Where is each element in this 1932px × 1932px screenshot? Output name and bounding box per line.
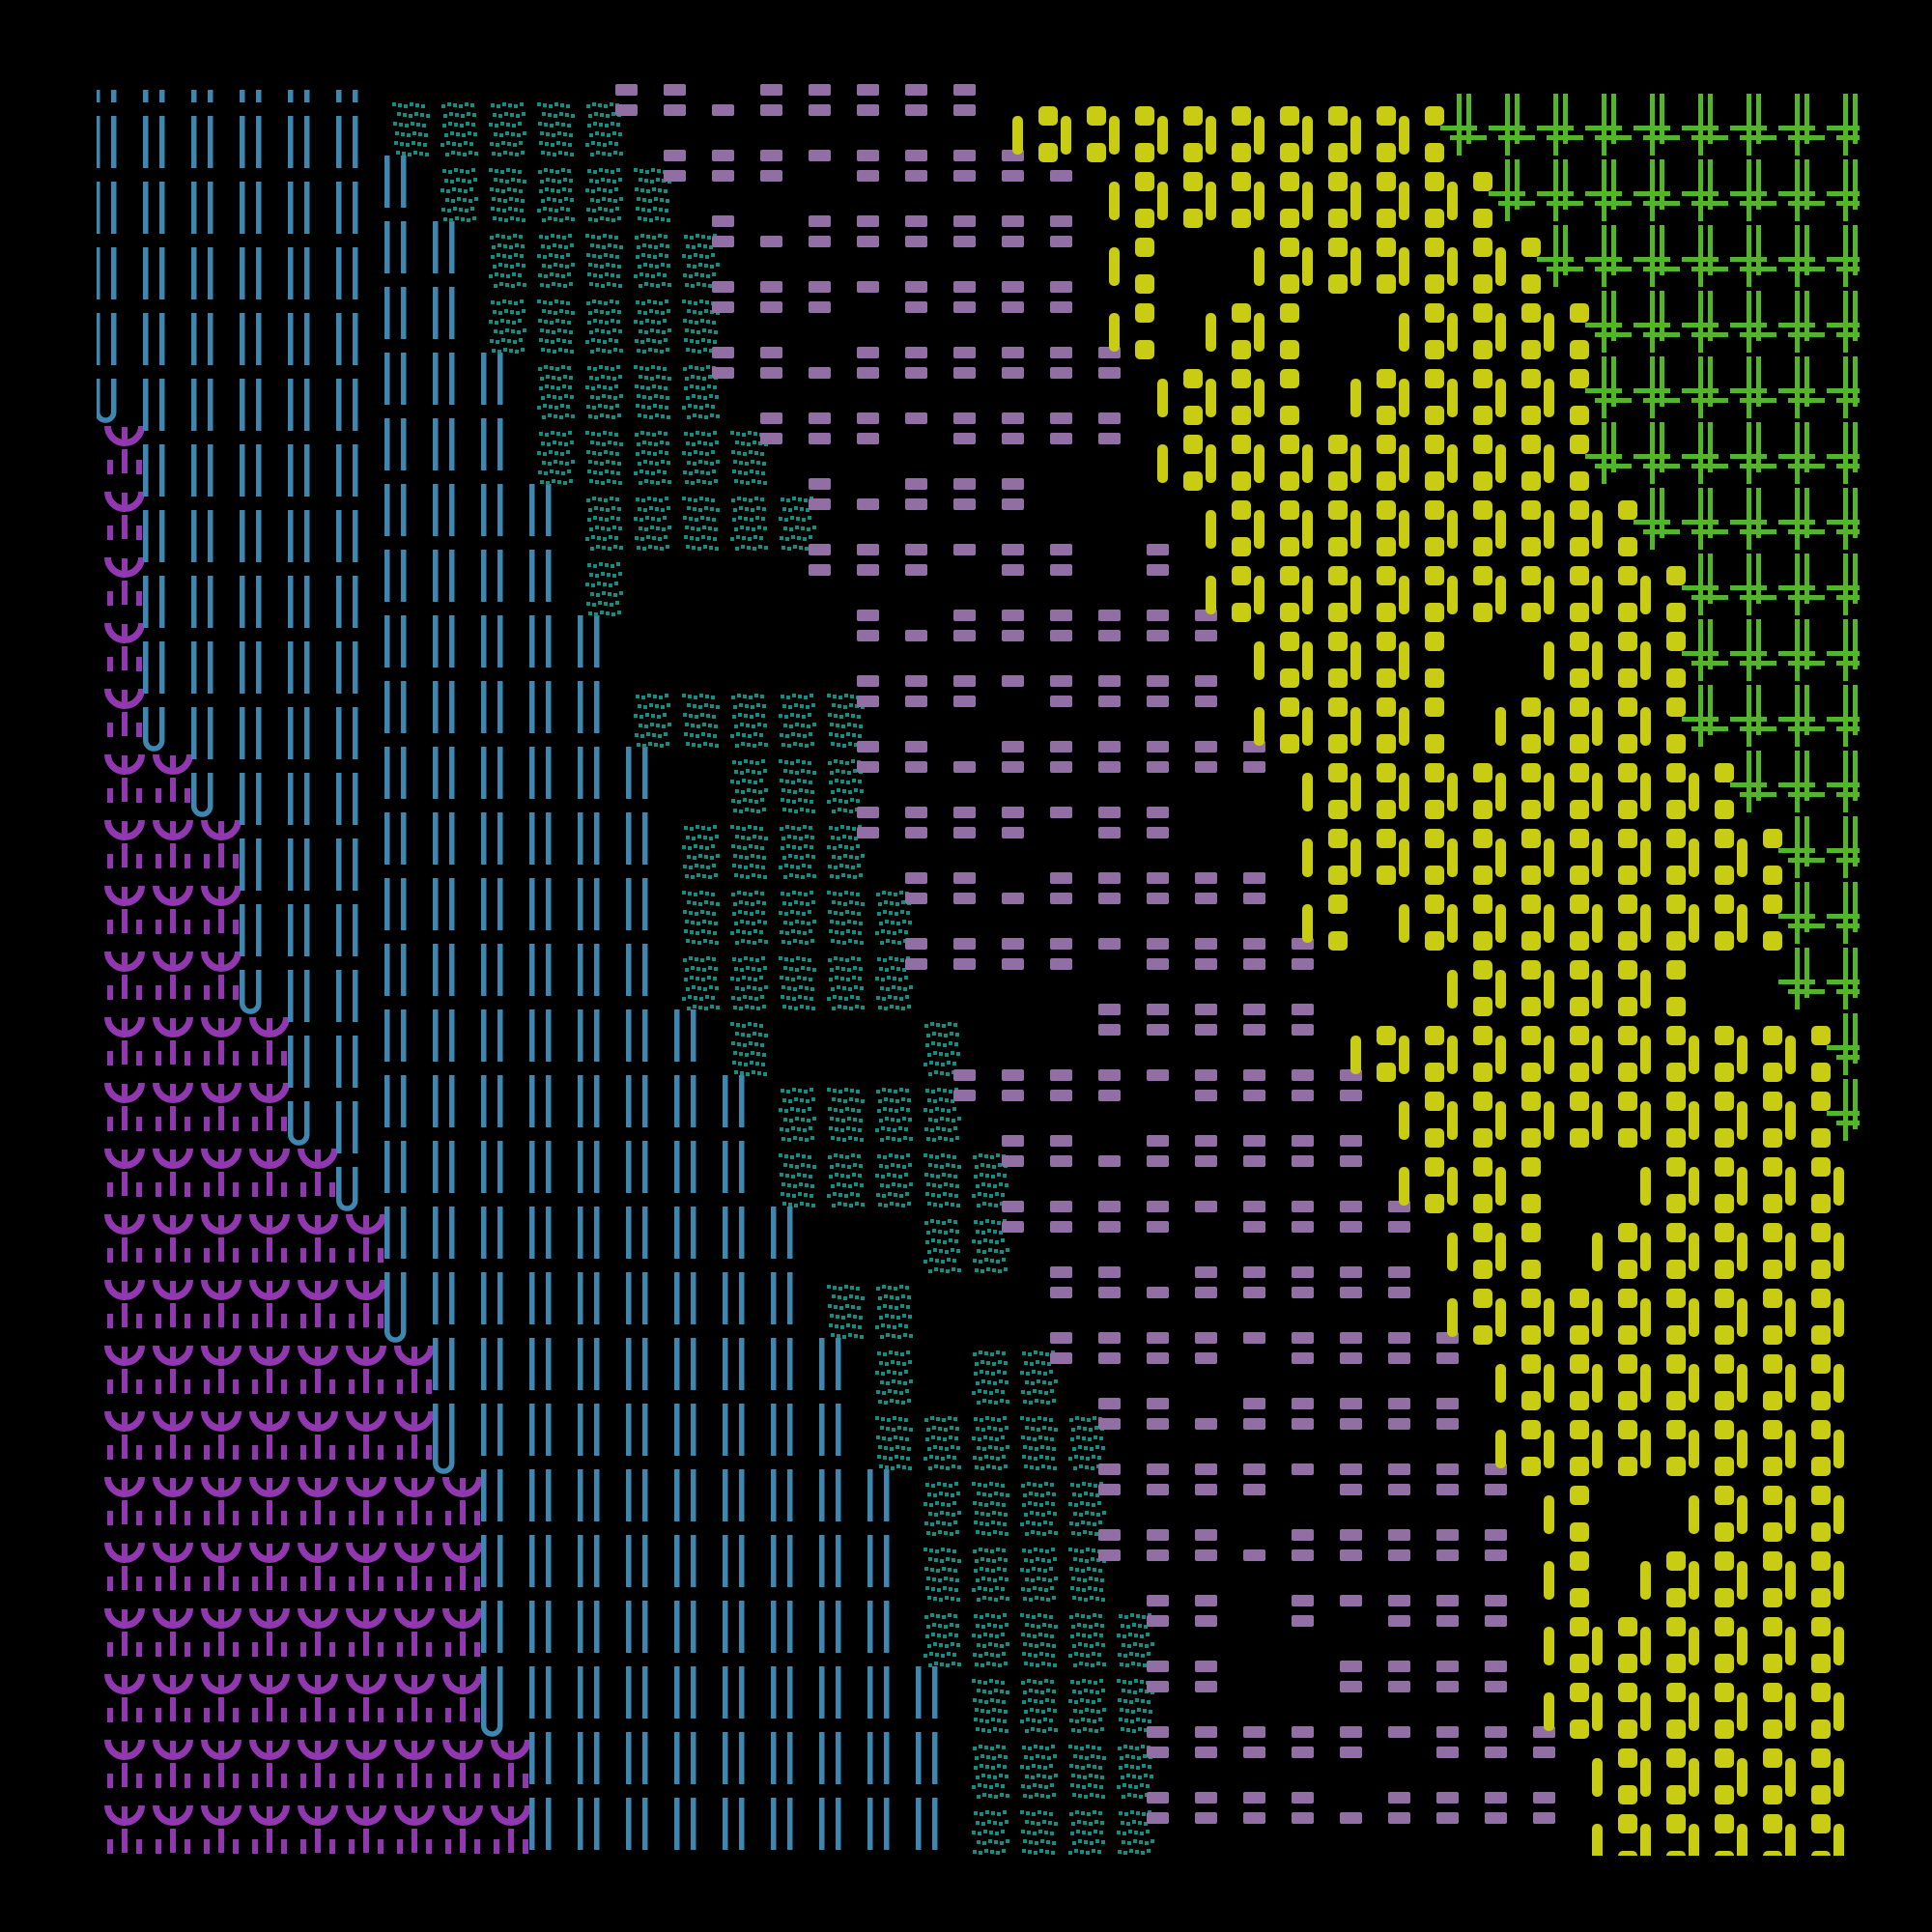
zone-green-crosses	[1440, 94, 1860, 1141]
zone-yellow-blocks	[1012, 106, 1844, 1856]
zone-purple-forks	[104, 425, 531, 1854]
zone-blue-lines	[97, 90, 938, 1856]
zone-purple-bars	[615, 84, 1555, 1824]
zone-teal-stipple	[392, 102, 1154, 1855]
